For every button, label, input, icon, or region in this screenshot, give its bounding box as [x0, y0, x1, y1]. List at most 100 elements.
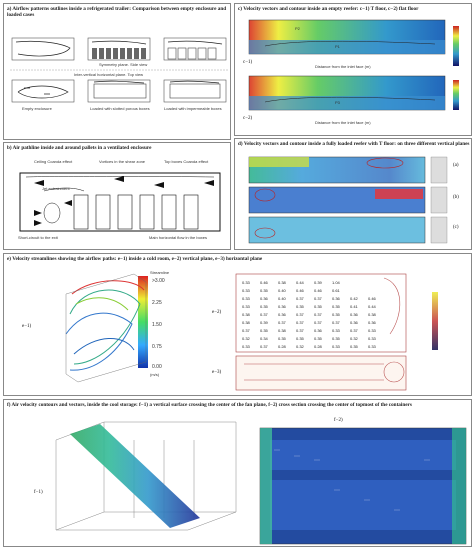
grid-cell: 0.33	[242, 280, 250, 285]
panel-d-sub-a: (a)	[453, 163, 459, 168]
grid-cell: 0.35	[296, 336, 304, 341]
grid-cell: 0.35	[314, 336, 322, 341]
panel-b: b) Air pathline inside and around pallet…	[3, 142, 231, 250]
grid-cell: 0.38	[368, 312, 376, 317]
grid-row: 0.33 0.46 0.38 0.44 0.39 1.04	[242, 280, 392, 288]
grid-cell: 0.36	[260, 296, 268, 301]
grid-cell: 0.38	[242, 312, 250, 317]
panel-a-caption-mid: Inter-vertical horizontal plane. Top vie…	[74, 72, 144, 77]
grid-cell	[350, 280, 368, 288]
grid-cell	[350, 288, 368, 296]
grid-cell	[368, 288, 386, 296]
grid-cell: 0.33	[368, 328, 376, 333]
panel-d: d) Velocity vectors and contour inside a…	[234, 138, 472, 250]
panel-f: f) Air velocity contours and vectors, in…	[3, 399, 472, 547]
grid-cell: 0.37	[296, 320, 304, 325]
grid-cell: 0.33	[242, 344, 250, 349]
grid-cell: 0.37	[296, 312, 304, 317]
panel-a-title: a) Airflow patterns outlines inside a re…	[7, 6, 227, 18]
grid-cell: 0.32	[242, 336, 250, 341]
grid-cell: 0.36	[278, 312, 286, 317]
grid-row: 0.38 0.39 0.37 0.37 0.37 0.37 0.36 0.36	[242, 320, 392, 328]
panel-e-legend-0: >3.00	[152, 278, 165, 284]
panel-b-ceiling-coanda: Ceiling Coanda effect	[34, 159, 73, 164]
grid-cell: 0.37	[350, 328, 358, 333]
grid-row: 0.33 0.37 0.28 0.32 0.28 0.33 0.35 0.33	[242, 344, 392, 352]
grid-cell: 0.35	[314, 304, 322, 309]
grid-row: 0.38 0.37 0.36 0.37 0.37 0.35 0.36 0.38	[242, 312, 392, 320]
grid-cell: 0.38	[278, 280, 286, 285]
panel-e: e) Velocity streamlines showing the airf…	[3, 253, 472, 396]
grid-cell: 0.40	[278, 288, 286, 293]
panel-f-title: f) Air velocity contours and vectors, in…	[7, 402, 412, 408]
grid-cell: 0.46	[314, 288, 322, 293]
panel-f-sub2: f−2)	[334, 418, 343, 423]
grid-cell: 0.38	[242, 320, 250, 325]
grid-cell: 0.28	[278, 344, 286, 349]
grid-cell: 0.36	[332, 296, 340, 301]
grid-cell: 0.33	[332, 344, 340, 349]
grid-cell: 0.46	[368, 296, 376, 301]
panel-e-legend-4: 0.00	[152, 364, 162, 370]
panel-b-diagram	[19, 172, 221, 232]
grid-cell: 0.39	[314, 280, 322, 285]
grid-cell: 0.33	[242, 304, 250, 309]
panel-a-diagram	[10, 37, 228, 103]
panel-c: c) Velocity vectors and contour inside a…	[234, 3, 472, 136]
grid-cell: 0.35	[296, 304, 304, 309]
panel-e-sub2: e−2)	[212, 310, 222, 315]
grid-cell: 0.36	[278, 304, 286, 309]
grid-cell: 0.37	[260, 344, 268, 349]
panel-d-sub-c: (c)	[453, 225, 459, 230]
grid-cell: 0.35	[332, 336, 340, 341]
grid-cell: 0.36	[350, 320, 358, 325]
panel-a-label-empty: Empty enclosure	[22, 106, 52, 111]
grid-cell: 0.35	[260, 304, 268, 309]
grid-cell: 0.34	[260, 336, 268, 341]
grid-row: 0.33 0.35 0.40 0.46 0.46 0.61	[242, 288, 392, 296]
panel-b-top-boxes-coanda: Top boxes Coanda effect	[164, 159, 209, 164]
grid-cell: 0.44	[368, 304, 376, 309]
panel-a-label-porous: Loaded with slotted porous boxes	[90, 106, 150, 111]
grid-cell: 0.37	[296, 296, 304, 301]
panel-c-contours	[248, 19, 459, 111]
panel-f-sub1: f−1)	[34, 490, 43, 495]
grid-cell: 0.37	[332, 320, 340, 325]
grid-cell: 0.35	[278, 336, 286, 341]
grid-cell: 0.41	[350, 304, 358, 309]
panel-e-legend-title: Streamline	[150, 270, 170, 275]
grid-cell: 0.36	[314, 328, 322, 333]
panel-c-sub2: c−2)	[243, 116, 253, 121]
panel-c-title: c) Velocity vectors and contour inside a…	[238, 6, 419, 12]
grid-row: 0.37 0.35 0.38 0.37 0.36 0.33 0.37 0.33	[242, 328, 392, 336]
grid-cell: 0.35	[332, 304, 340, 309]
panel-e-velocity-grid: 0.33 0.46 0.38 0.44 0.39 1.04 0.33 0.35 0.40 0.46…	[242, 280, 392, 352]
grid-cell: 0.40	[278, 296, 286, 301]
grid-cell: 0.33	[242, 296, 250, 301]
grid-cell: 0.42	[350, 296, 358, 301]
panel-b-short-circuit: Short-circuit to the exit	[18, 235, 58, 240]
grid-row: 0.33 0.35 0.36 0.35 0.35 0.35 0.41 0.44	[242, 304, 392, 312]
grid-cell: 0.46	[296, 288, 304, 293]
panel-b-vortices: Vortices in the shear zone	[99, 159, 146, 164]
panel-e-sub3: e−3)	[212, 370, 222, 375]
grid-cell: 0.32	[296, 344, 304, 349]
panel-c-marker-p1: P1	[335, 44, 340, 49]
panel-f-contours	[55, 421, 467, 545]
panel-e-legend-2: 1.50	[152, 322, 162, 328]
panel-c-marker-p2: P2	[295, 26, 300, 31]
grid-cell: 0.33	[332, 328, 340, 333]
grid-cell: 0.35	[260, 328, 268, 333]
panel-d-title: d) Velocity vectors and contour inside a…	[238, 141, 470, 147]
panel-e-legend-unit: (m/s)	[150, 372, 160, 377]
panel-e-streamlines	[65, 273, 438, 391]
grid-cell: 0.36	[350, 312, 358, 317]
panel-c-axis-1: Distance from the inlet face (m)	[315, 64, 371, 69]
grid-cell: 0.44	[296, 280, 304, 285]
grid-cell: 0.33	[368, 336, 376, 341]
grid-cell: 0.37	[296, 328, 304, 333]
grid-cell: 0.33	[368, 344, 376, 349]
panel-a: a) Airflow patterns outlines inside a re…	[3, 3, 231, 140]
panel-c-axis-2: Distance from the inlet face (m)	[315, 120, 371, 125]
panel-c-marker-p3: P3	[335, 100, 340, 105]
